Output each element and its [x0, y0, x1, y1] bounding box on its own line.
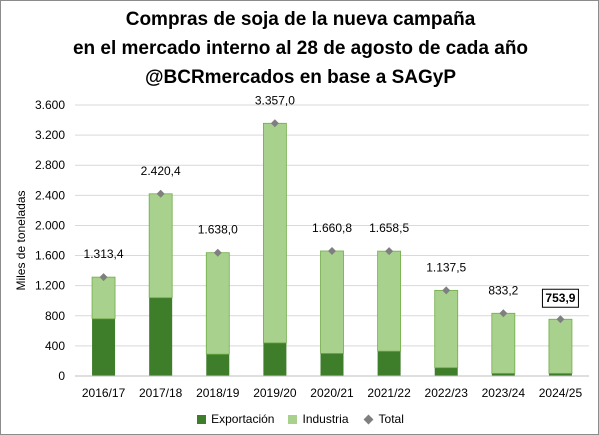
x-tick-label: 2016/17 [82, 386, 126, 400]
y-tick-label: 400 [45, 339, 65, 353]
bar-industria [91, 276, 116, 320]
bar-exportacion [320, 353, 344, 376]
bar-industria [434, 289, 459, 369]
y-tick-label: 3.600 [35, 98, 65, 112]
x-tick-label: 2019/20 [253, 386, 297, 400]
data-label: 1.638,0 [198, 223, 238, 237]
data-label: 1.137,5 [426, 260, 466, 274]
data-label: 3.357,0 [255, 93, 295, 107]
bar-industria [548, 318, 573, 374]
bar-exportacion [92, 318, 116, 376]
y-tick-label: 2.800 [35, 158, 65, 172]
bar-industria [377, 250, 402, 352]
bar-industria [320, 250, 344, 354]
data-label: 1.660,8 [312, 221, 352, 235]
legend-item-exportacion: Exportación [197, 412, 274, 426]
bar-exportacion [548, 373, 572, 376]
total-marker [213, 248, 222, 257]
legend-marker-total [363, 414, 373, 424]
legend-item-industria: Industria [288, 412, 349, 426]
x-tick-label: 2017/18 [139, 386, 183, 400]
total-marker [442, 286, 451, 295]
total-marker [328, 246, 336, 255]
y-tick-label: 2.000 [35, 218, 65, 232]
legend-label-exportacion: Exportación [211, 412, 275, 426]
y-tick-label: 1.600 [35, 249, 65, 263]
bar-exportacion [434, 367, 458, 376]
bar-industria [262, 122, 287, 344]
data-label: 1.313,4 [84, 247, 124, 261]
total-marker [556, 315, 565, 324]
bar-exportacion [491, 373, 515, 376]
y-tick-label: 2.400 [35, 188, 65, 202]
x-tick-label: 2018/19 [196, 386, 240, 400]
data-label: 2.420,4 [141, 164, 181, 178]
total-marker [385, 247, 394, 256]
y-tick-label: 1.200 [35, 279, 65, 293]
data-label: 753,9 [545, 291, 575, 305]
chart-title-line-3: @BCRmercados en base a SAGyP [144, 67, 457, 88]
bar-industria [491, 312, 516, 374]
data-label-box [541, 288, 579, 308]
total-marker [270, 119, 279, 128]
x-tick-label: 2022/23 [425, 386, 469, 400]
bar-exportacion [377, 351, 401, 376]
bar-industria [205, 252, 230, 355]
data-label: 833,2 [488, 283, 518, 297]
bar-exportacion [206, 354, 230, 376]
legend-swatch-industria [288, 414, 298, 424]
x-tick-label: 2020/21 [310, 386, 354, 400]
y-axis-title: Miles de toneladas [14, 190, 28, 290]
chart-title-line-2: en el mercado interno al 28 de agosto de… [72, 38, 529, 59]
legend-label-industria: Industria [302, 412, 349, 426]
data-label: 1.658,5 [369, 221, 409, 235]
bar-exportacion [149, 297, 173, 376]
total-marker [99, 273, 108, 282]
x-tick-label: 2024/25 [539, 386, 583, 400]
legend-label-total: Total [378, 412, 404, 426]
total-marker [499, 309, 508, 318]
y-tick-label: 3.200 [35, 128, 65, 142]
x-tick-label: 2023/24 [482, 386, 526, 400]
x-tick-label: 2021/22 [367, 386, 411, 400]
chart-title-line-1: Compras de soja de la nueva campaña [125, 9, 476, 30]
y-tick-label: 0 [58, 369, 65, 383]
bar-industria [148, 193, 173, 299]
bar-exportacion [263, 342, 287, 376]
y-tick-label: 800 [45, 309, 65, 323]
legend-swatch-exportacion [197, 414, 207, 424]
chart-legend: Exportación Industria Total [1, 412, 598, 426]
total-marker [156, 189, 165, 198]
legend-item-total: Total [363, 412, 404, 426]
